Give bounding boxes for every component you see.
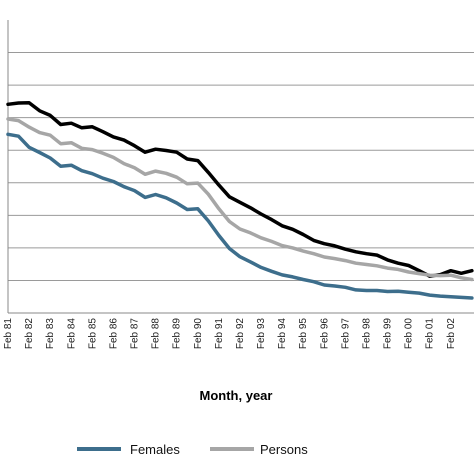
- x-tick-labels: Feb 81 Feb 82 Feb 83 Feb 84 Feb 85 Feb 86 Feb …: [3, 318, 457, 350]
- x-tick-label: Feb 86: [108, 318, 119, 350]
- x-tick-label: Feb 99: [383, 318, 394, 350]
- x-tick-label: Feb 90: [193, 318, 204, 350]
- gridlines: [8, 52, 474, 281]
- x-tick-label: Feb 97: [340, 318, 351, 350]
- legend-item-females: Females: [77, 442, 180, 457]
- series-line-unlabelled: [6, 100, 474, 278]
- x-tick-label: Feb 98: [362, 318, 373, 350]
- x-tick-label: Feb 83: [45, 318, 56, 350]
- x-tick-label: Feb 00: [404, 318, 415, 350]
- x-tick-label: Feb 93: [256, 318, 267, 350]
- x-tick-label: Feb 95: [298, 318, 309, 350]
- x-tick-label: Feb 91: [214, 318, 225, 350]
- x-tick-label: Feb 88: [151, 318, 162, 350]
- series-line-persons: [6, 117, 474, 282]
- legend-item-persons: Persons: [210, 442, 308, 457]
- x-tick-label: Feb 85: [87, 318, 98, 350]
- legend-label-females: Females: [130, 442, 180, 457]
- x-tick-label: Feb 94: [277, 318, 288, 350]
- series-lines: [6, 100, 474, 300]
- x-tick-label: Feb 96: [319, 318, 330, 350]
- x-axis-title: Month, year: [200, 388, 273, 403]
- x-tick-label: Feb 02: [446, 318, 457, 350]
- x-tick-label: Feb 01: [425, 318, 436, 350]
- x-tick-label: Feb 92: [235, 318, 246, 350]
- x-tick-label: Feb 89: [172, 318, 183, 350]
- x-tick-label: Feb 81: [3, 318, 14, 350]
- x-tick-label: Feb 87: [130, 318, 141, 350]
- x-tick-label: Feb 82: [24, 318, 35, 350]
- x-tick-label: Feb 84: [66, 318, 77, 350]
- series-line-females: [6, 132, 474, 300]
- legend: Females Persons: [77, 442, 308, 457]
- legend-label-persons: Persons: [260, 442, 308, 457]
